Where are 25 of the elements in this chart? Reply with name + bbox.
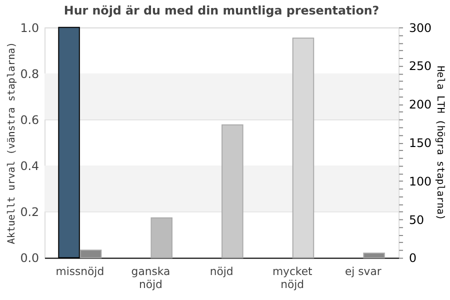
y2-axis-title: Hela LTH (högra staplarna) xyxy=(434,66,446,220)
y2-tick-label: 200 xyxy=(408,98,432,112)
y-tick-label: 0.8 xyxy=(20,66,40,81)
y2-tick-label: 100 xyxy=(408,174,432,188)
x-tick-label: nöjd xyxy=(210,265,234,278)
y-tick-label: 0.0 xyxy=(20,251,40,266)
y-tick-label: 0.4 xyxy=(20,159,40,174)
x-tick-label: missnöjd xyxy=(56,265,104,278)
y-axis-title: Aktuellt urval (vänstra staplarna) xyxy=(6,42,18,244)
y2-tick-label: 0 xyxy=(408,251,417,266)
y-tick-label: 1.0 xyxy=(20,20,40,35)
x-tick-label: mycket nöjd xyxy=(272,265,312,291)
bar xyxy=(222,124,244,258)
bar xyxy=(150,217,172,258)
chart-title: Hur nöjd är du med din muntliga presentation? xyxy=(64,3,380,18)
y2-tick-label: 300 xyxy=(408,20,432,35)
y-tick-label: 0.6 xyxy=(20,112,40,127)
y2-tick-label: 250 xyxy=(408,59,432,74)
bar xyxy=(363,252,385,258)
y-tick-label: 0.2 xyxy=(20,205,40,220)
x-tick-label: ganska nöjd xyxy=(131,265,170,291)
x-tick-label: ej svar xyxy=(344,265,382,278)
y2-tick-label: 150 xyxy=(408,136,432,150)
y2-tick-label: 50 xyxy=(408,212,424,227)
bar xyxy=(80,250,102,258)
